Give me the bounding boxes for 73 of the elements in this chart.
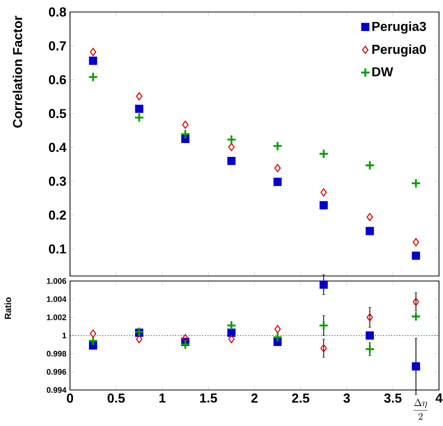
point (181, 134, 190, 144)
point (366, 331, 374, 340)
point (364, 344, 375, 354)
point (320, 280, 328, 289)
point (320, 201, 328, 210)
point (274, 164, 281, 172)
point (90, 330, 96, 338)
point (412, 252, 420, 260)
y-tick-label: 0.8 (48, 7, 66, 17)
point (228, 335, 235, 344)
legend-label: Perugia0 (372, 44, 426, 57)
point (227, 328, 236, 337)
point (227, 156, 236, 166)
point (88, 56, 98, 65)
point (272, 332, 283, 342)
y-tick-label: 0.994 (46, 387, 66, 393)
point (272, 140, 283, 152)
point (135, 104, 144, 113)
point (136, 92, 142, 100)
point (88, 72, 98, 82)
point (366, 313, 374, 322)
point (410, 178, 422, 188)
point (412, 238, 420, 246)
y-tick-label: 0.1 (48, 244, 66, 254)
x-tick-label: 1.5 (200, 394, 218, 403)
legend-label: Perugia3 (372, 21, 426, 34)
point (226, 320, 237, 331)
point (182, 334, 189, 342)
y-tick-label: 1.004 (46, 296, 66, 302)
point (180, 339, 190, 350)
point (90, 48, 96, 56)
point (320, 344, 327, 352)
x-tick-label: 2 (251, 394, 258, 403)
point (320, 188, 327, 196)
y-tick-label: 0.3 (48, 176, 66, 186)
y-tick-label: 1.006 (46, 278, 66, 284)
x-tick-label: 0 (66, 394, 74, 403)
x-tick-label: 0.5 (108, 394, 125, 403)
y-tick-label: 0.6 (48, 75, 66, 84)
point (226, 134, 237, 145)
point (366, 213, 374, 222)
y-tick-label: 1.002 (46, 314, 66, 320)
y-tick-label: 0.996 (46, 369, 66, 375)
y-tick-label: 1 (62, 332, 66, 338)
x-tick-label: 3.5 (384, 394, 402, 403)
point (182, 120, 189, 129)
point (134, 112, 144, 123)
y-axis-title: Correlation Factor (12, 16, 22, 128)
y-tick-label: 0.2 (48, 210, 66, 220)
point (412, 362, 420, 370)
point (364, 160, 375, 170)
point (410, 311, 422, 322)
point (366, 226, 374, 236)
y-tick-label: 0.4 (48, 142, 66, 152)
point (136, 335, 142, 344)
y-tick-label: 0.998 (46, 350, 66, 356)
point (180, 129, 190, 140)
point (88, 336, 98, 346)
point (412, 298, 420, 306)
point (318, 320, 329, 331)
point (228, 142, 235, 152)
point (274, 325, 281, 334)
x-tick-label: 3 (343, 394, 350, 403)
x-tick-label: 2.5 (292, 394, 310, 403)
x-tick-label: 4 (436, 394, 443, 402)
point (273, 178, 282, 186)
point (318, 148, 329, 159)
y-tick-label: 0.5 (48, 108, 66, 118)
x-axis-title: $\frac{\Delta\eta}{2}$ (414, 398, 428, 420)
y-tick-label: 0.7 (48, 41, 66, 50)
legend-label: DW (372, 67, 394, 76)
y-axis-title: Ratio (4, 297, 12, 319)
x-tick-label: 1 (159, 394, 166, 402)
